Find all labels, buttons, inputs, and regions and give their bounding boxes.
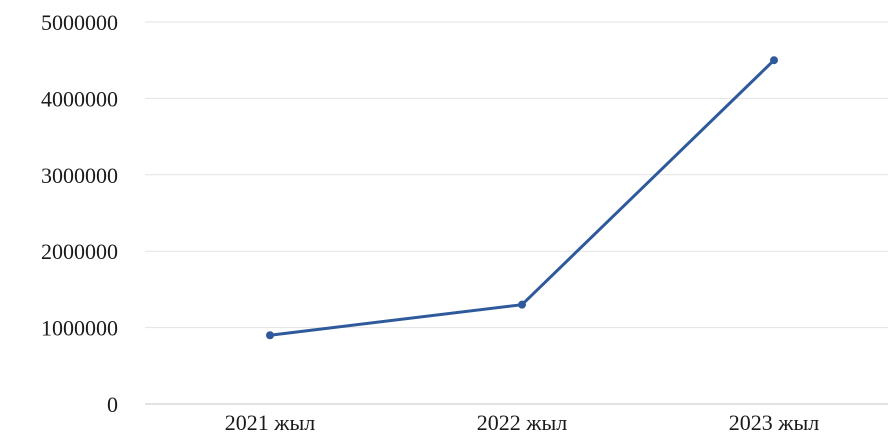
x-tick-label: 2022 жыл: [477, 410, 567, 432]
y-tick-label: 2000000: [41, 239, 118, 264]
x-axis-ticks: 2021 жыл 2022 жыл 2023 жыл: [225, 410, 819, 432]
y-tick-label: 4000000: [41, 86, 118, 111]
y-tick-label: 3000000: [41, 163, 118, 188]
gridlines: [145, 21, 888, 329]
y-axis-ticks: 0 1000000 2000000 3000000 4000000 5000000: [41, 10, 118, 417]
x-tick-label: 2023 жыл: [729, 410, 819, 432]
y-tick-label: 0: [107, 392, 118, 417]
x-tick-label: 2021 жыл: [225, 410, 315, 432]
series-group: [266, 56, 778, 340]
data-point: [266, 331, 274, 340]
y-tick-label: 1000000: [41, 316, 118, 341]
y-tick-label: 5000000: [41, 10, 118, 35]
series-line: [268, 58, 776, 337]
data-point: [518, 300, 526, 309]
data-point: [770, 56, 778, 65]
